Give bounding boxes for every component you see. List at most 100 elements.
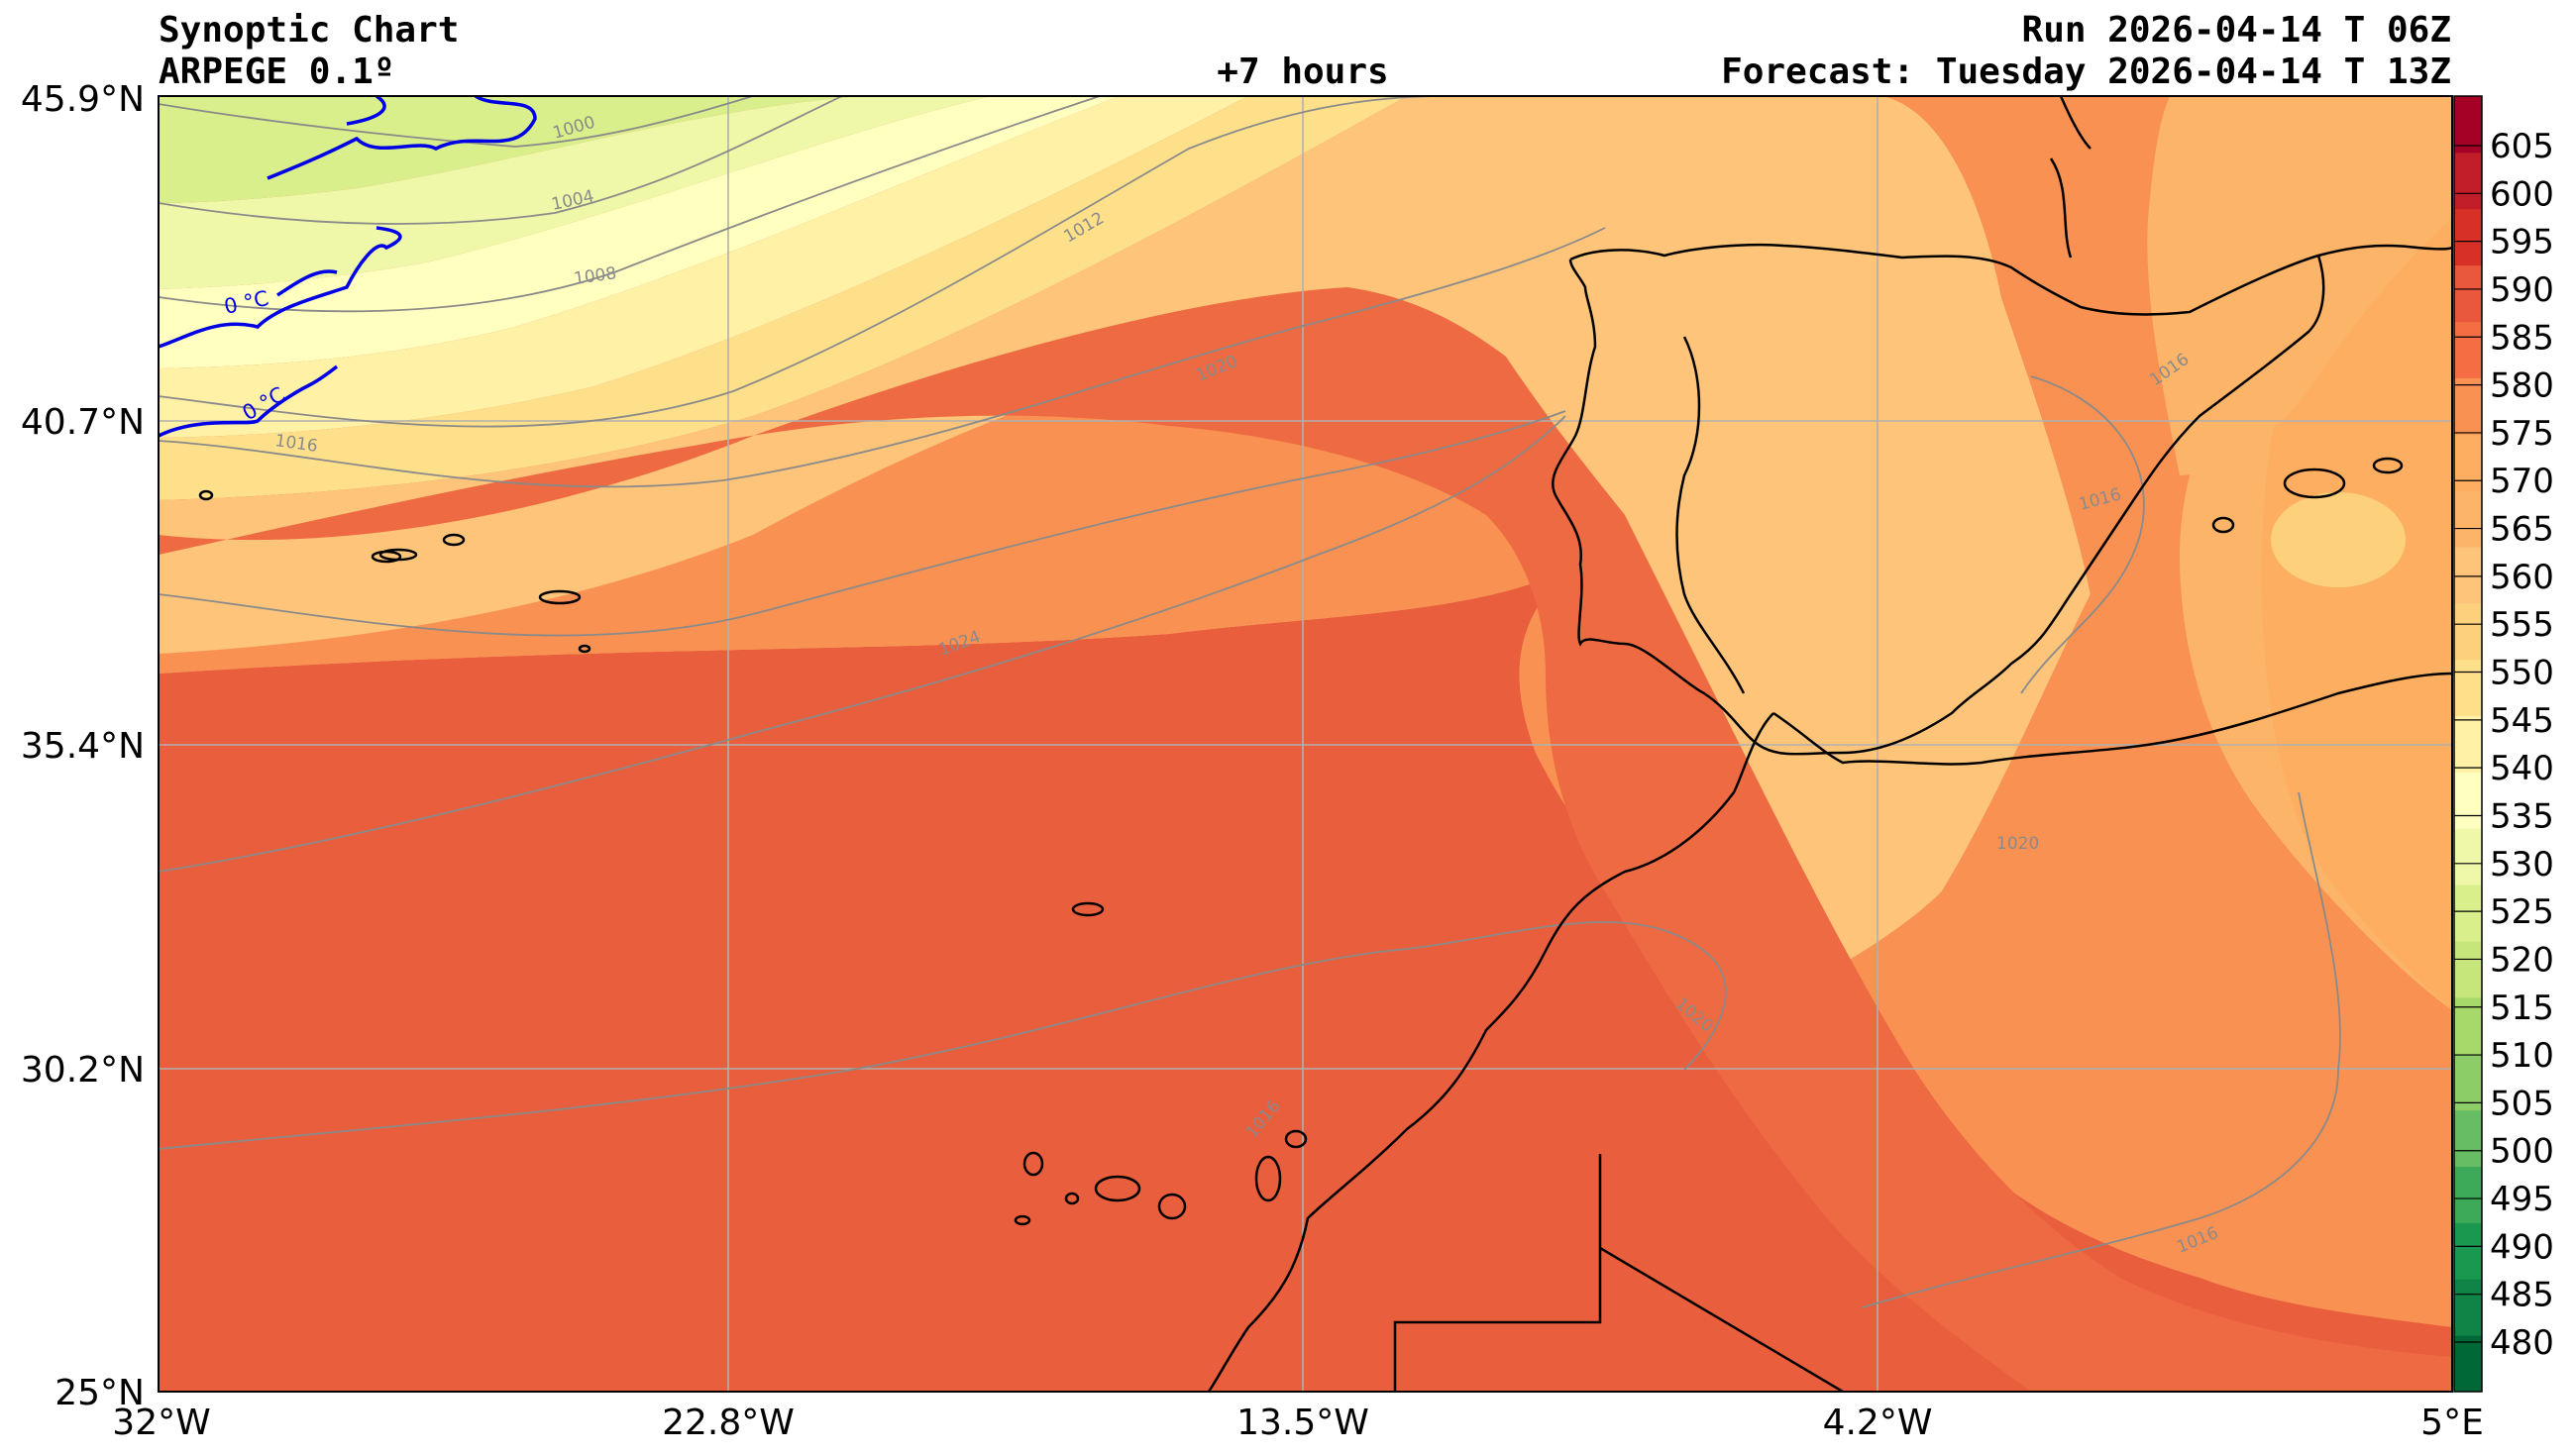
colorbar-label: 525: [2490, 892, 2554, 932]
warm-patch-mediterranean: [2271, 492, 2406, 587]
colorbar-label: 505: [2490, 1084, 2554, 1123]
canary-island: [1284, 1129, 1308, 1149]
lat-label: 35.4°N: [21, 726, 145, 767]
coastlines: [1207, 96, 2452, 1392]
forecast-time: Forecast: Tuesday 2026-04-14 T 13Z: [1721, 52, 2451, 92]
colorbar-segment: [2454, 96, 2482, 154]
colorbar-label: 590: [2490, 270, 2554, 310]
balearic-island: [2211, 516, 2235, 534]
geopotential-band: [159, 96, 1407, 500]
colorbar: 480 485 490 495 500 505 510 515 520 525 530 535 540 5…: [2453, 95, 2554, 1393]
lat-label: 45.9°N: [21, 79, 145, 120]
madeira-island: [1071, 901, 1105, 917]
azores-island: [371, 550, 402, 564]
lon-label: 5°E: [2420, 1403, 2484, 1443]
colorbar-segment: [2454, 434, 2482, 491]
colorbar-segment: [2454, 1222, 2482, 1280]
lead-time: +7 hours: [1217, 52, 1388, 92]
colorbar-label: 480: [2490, 1323, 2554, 1363]
colorbar-segment: [2454, 996, 2482, 1055]
colorbar-label: 535: [2490, 796, 2554, 836]
balearic-island: [2372, 457, 2404, 474]
lon-label: 22.8°W: [662, 1403, 795, 1443]
longitude-labels: 32°W 22.8°W 13.5°W 4.2°W 5°E: [112, 1403, 2484, 1443]
freezing-line-mid: [159, 226, 402, 349]
model-name: ARPEGE 0.1º: [159, 52, 394, 92]
lat-label: 25°N: [54, 1373, 145, 1413]
lat-label: 40.7°N: [21, 402, 145, 443]
latitude-labels: 45.9°N 40.7°N 35.4°N 30.2°N 25°N: [21, 79, 145, 1413]
azores-island: [538, 589, 582, 605]
colorbar-label: 600: [2490, 174, 2554, 214]
isobar-1016: [159, 227, 1606, 488]
canary-island: [1094, 1175, 1141, 1202]
colorbar-label: 495: [2490, 1180, 2554, 1219]
isobar-1012: [159, 96, 1448, 428]
colorbar-label: 605: [2490, 127, 2554, 166]
chart-title: Synoptic Chart: [159, 10, 459, 51]
border-morocco: [1393, 1154, 1844, 1392]
iberia-coast: [1552, 243, 2452, 756]
azores-island: [442, 533, 466, 547]
colorbar-segment: [2454, 1335, 2482, 1393]
colorbar-label: 545: [2490, 701, 2554, 741]
map-frame: [158, 95, 2453, 1393]
geopotential-band: [159, 96, 991, 289]
colorbar-label: 490: [2490, 1227, 2554, 1267]
geopotential-band: [159, 287, 2452, 1392]
colorbar-frame: [2453, 95, 2483, 1393]
lon-label: 13.5°W: [1236, 1403, 1369, 1443]
colorbar-segment: [2454, 490, 2482, 548]
colorbar-segment: [2454, 941, 2482, 998]
colorbar-label: 540: [2490, 749, 2554, 788]
canary-island: [1014, 1214, 1031, 1226]
colorbar-label: 520: [2490, 940, 2554, 980]
lon-label: 32°W: [112, 1403, 210, 1443]
colorbar-segment: [2454, 602, 2482, 661]
isobar-1024: [159, 415, 1566, 873]
colorbar-label: 550: [2490, 654, 2554, 693]
isobar-1020-south: [159, 921, 1727, 1150]
colorbar-segment: [2454, 1279, 2482, 1336]
map-panel: 1000 1004 1008 1012 1016 1020 1024 1016 …: [159, 96, 2452, 1392]
isobar-1008: [159, 96, 1101, 313]
geopotential-band: [159, 96, 1120, 368]
isobar-1016-east: [1862, 791, 2341, 1308]
colorbar-segment: [2454, 1166, 2482, 1223]
colorbar-segment: [2454, 264, 2482, 322]
colorbar-segment: [2454, 546, 2482, 604]
azores-island: [198, 489, 214, 501]
colorbar-label: 510: [2490, 1036, 2554, 1076]
azores-island: [578, 644, 591, 654]
canary-island: [1022, 1151, 1044, 1177]
geopotential-bands: [159, 96, 2452, 1392]
isobar-1000: [159, 96, 754, 148]
run-time: Run 2026-04-14 T 06Z: [2022, 10, 2451, 51]
freezing-line-south: [159, 364, 339, 438]
africa-coast: [1207, 672, 2452, 1392]
colorbar-segment: [2454, 1109, 2482, 1168]
colorbar-segment: [2454, 772, 2482, 829]
colorbar-segment: [2454, 659, 2482, 717]
grid-lines: [159, 96, 2452, 1392]
colorbar-segment: [2454, 884, 2482, 942]
colorbar-label: 595: [2490, 223, 2554, 262]
isobar-1020: [159, 410, 1566, 637]
canary-island: [1254, 1155, 1282, 1202]
canary-island: [1157, 1193, 1187, 1220]
isobar-1016-iberia: [2020, 375, 2145, 694]
canary-island: [1064, 1192, 1080, 1205]
colorbar-segment: [2454, 715, 2482, 773]
colorbar-label: 485: [2490, 1276, 2554, 1315]
colorbar-label: 560: [2490, 558, 2554, 597]
colorbar-label: 555: [2490, 605, 2554, 645]
colorbar-label: 565: [2490, 510, 2554, 550]
colorbar-label: 500: [2490, 1132, 2554, 1172]
colorbar-segment: [2454, 208, 2482, 266]
france-coast: [2049, 96, 2092, 259]
freezing-lines: [159, 96, 537, 438]
balearic-island: [2283, 468, 2346, 499]
isobars: [159, 96, 2341, 1308]
islands: [198, 457, 2404, 1226]
